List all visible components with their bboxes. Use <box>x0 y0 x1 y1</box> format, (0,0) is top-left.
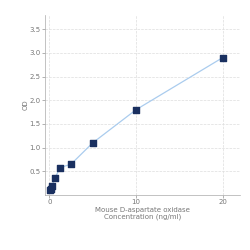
Point <box>58 166 62 170</box>
Point <box>134 108 138 112</box>
Point <box>69 162 73 166</box>
Point <box>50 184 54 188</box>
Point <box>53 176 57 180</box>
X-axis label: Mouse D-aspartate oxidase
Concentration (ng/ml): Mouse D-aspartate oxidase Concentration … <box>95 206 190 220</box>
Point <box>49 187 53 191</box>
Point <box>91 141 95 145</box>
Point <box>48 188 52 192</box>
Point <box>221 56 225 60</box>
Y-axis label: OD: OD <box>22 100 28 110</box>
